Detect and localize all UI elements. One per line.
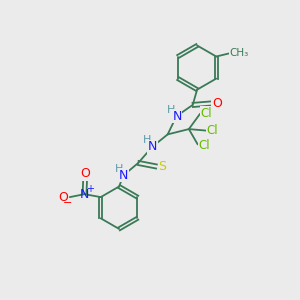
Text: Cl: Cl — [207, 124, 218, 137]
Text: −: − — [63, 198, 72, 208]
Text: N: N — [119, 169, 128, 182]
Text: H: H — [167, 105, 176, 115]
Text: N: N — [172, 110, 182, 123]
Text: N: N — [148, 140, 157, 153]
Text: O: O — [212, 97, 222, 110]
Text: O: O — [80, 167, 90, 180]
Text: Cl: Cl — [201, 107, 212, 120]
Text: Cl: Cl — [198, 140, 210, 152]
Text: O: O — [58, 190, 68, 204]
Text: +: + — [85, 184, 94, 194]
Text: N: N — [80, 188, 89, 201]
Text: CH₃: CH₃ — [230, 48, 249, 58]
Text: S: S — [158, 160, 166, 173]
Text: H: H — [115, 164, 123, 174]
Text: H: H — [143, 135, 151, 145]
